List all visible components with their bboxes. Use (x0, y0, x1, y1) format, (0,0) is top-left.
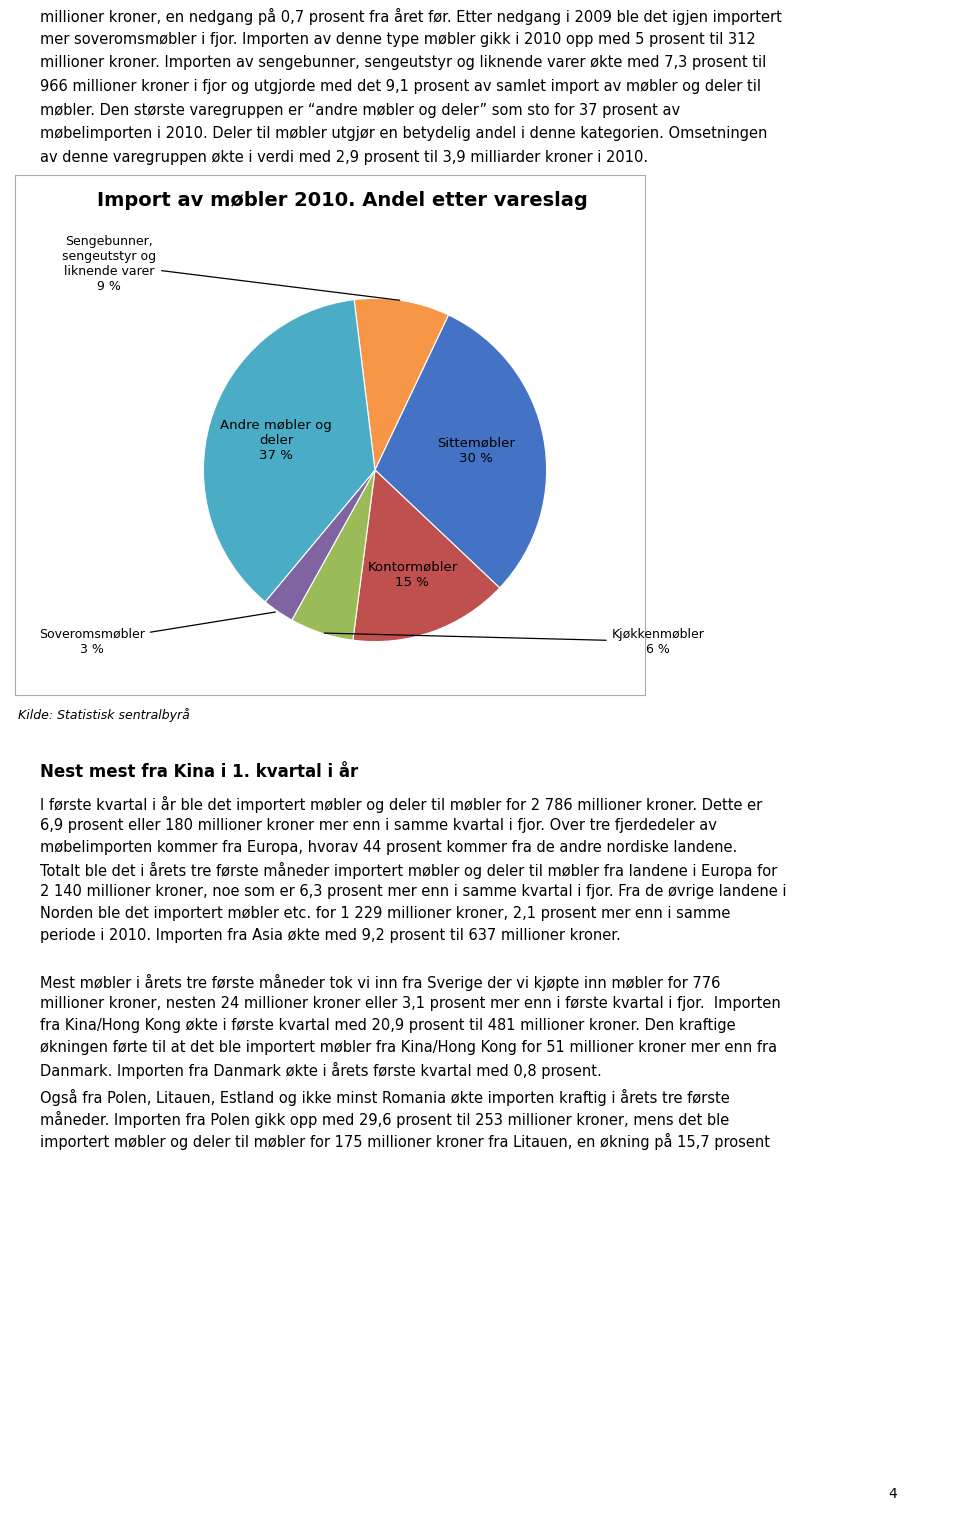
Text: Import av møbler 2010. Andel etter vareslag: Import av møbler 2010. Andel etter vares… (97, 191, 588, 209)
Text: importert møbler og deler til møbler for 175 millioner kroner fra Litauen, en øk: importert møbler og deler til møbler for… (40, 1133, 770, 1150)
Text: Sengebunner,
sengeutstyr og
liknende varer
9 %: Sengebunner, sengeutstyr og liknende var… (62, 235, 399, 300)
Text: Kjøkkenmøbler
6 %: Kjøkkenmøbler 6 % (324, 627, 705, 656)
Text: Nest mest fra Kina i 1. kvartal i år: Nest mest fra Kina i 1. kvartal i år (40, 764, 359, 782)
Text: millioner kroner, en nedgang på 0,7 prosent fra året før. Etter nedgang i 2009 b: millioner kroner, en nedgang på 0,7 pros… (40, 8, 782, 26)
Wedge shape (354, 298, 448, 470)
Text: 6,9 prosent eller 180 millioner kroner mer enn i samme kvartal i fjor. Over tre : 6,9 prosent eller 180 millioner kroner m… (40, 818, 717, 833)
Text: 966 millioner kroner i fjor og utgjorde med det 9,1 prosent av samlet import av : 966 millioner kroner i fjor og utgjorde … (40, 79, 761, 94)
Text: møbelimporten i 2010. Deler til møbler utgjør en betydelig andel i denne kategor: møbelimporten i 2010. Deler til møbler u… (40, 126, 768, 141)
Text: av denne varegruppen økte i verdi med 2,9 prosent til 3,9 milliarder kroner i 20: av denne varegruppen økte i verdi med 2,… (40, 150, 648, 165)
Text: Norden ble det importert møbler etc. for 1 229 millioner kroner, 2,1 prosent mer: Norden ble det importert møbler etc. for… (40, 906, 731, 921)
Wedge shape (375, 315, 546, 588)
Text: Totalt ble det i årets tre første måneder importert møbler og deler til møbler f: Totalt ble det i årets tre første månede… (40, 862, 778, 879)
Text: møbelimporten kommer fra Europa, hvorav 44 prosent kommer fra de andre nordiske : møbelimporten kommer fra Europa, hvorav … (40, 841, 737, 854)
Text: økningen førte til at det ble importert møbler fra Kina/Hong Kong for 51 million: økningen førte til at det ble importert … (40, 1041, 778, 1056)
Text: Sittemøbler
30 %: Sittemøbler 30 % (437, 436, 516, 465)
Text: måneder. Importen fra Polen gikk opp med 29,6 prosent til 253 millioner kroner, : måneder. Importen fra Polen gikk opp med… (40, 1112, 730, 1129)
Text: Kontormøbler
15 %: Kontormøbler 15 % (368, 561, 458, 589)
Wedge shape (265, 470, 375, 620)
Text: millioner kroner. Importen av sengebunner, sengeutstyr og liknende varer økte me: millioner kroner. Importen av sengebunne… (40, 56, 767, 70)
Text: I første kvartal i år ble det importert møbler og deler til møbler for 2 786 mil: I første kvartal i år ble det importert … (40, 795, 762, 814)
Text: mer soveromsmøbler i fjor. Importen av denne type møbler gikk i 2010 opp med 5 p: mer soveromsmøbler i fjor. Importen av d… (40, 32, 756, 47)
Text: fra Kina/Hong Kong økte i første kvartal med 20,9 prosent til 481 millioner kron: fra Kina/Hong Kong økte i første kvartal… (40, 1018, 736, 1033)
Text: 4: 4 (888, 1486, 898, 1501)
Text: Andre møbler og
deler
37 %: Andre møbler og deler 37 % (221, 420, 332, 462)
Text: Også fra Polen, Litauen, Estland og ikke minst Romania økte importen kraftig i å: Også fra Polen, Litauen, Estland og ikke… (40, 1089, 730, 1106)
Text: møbler. Den største varegruppen er “andre møbler og deler” som sto for 37 prosen: møbler. Den største varegruppen er “andr… (40, 103, 681, 118)
Text: Danmark. Importen fra Danmark økte i årets første kvartal med 0,8 prosent.: Danmark. Importen fra Danmark økte i åre… (40, 1062, 602, 1079)
Text: 2 140 millioner kroner, noe som er 6,3 prosent mer enn i samme kvartal i fjor. F: 2 140 millioner kroner, noe som er 6,3 p… (40, 885, 787, 898)
Text: periode i 2010. Importen fra Asia økte med 9,2 prosent til 637 millioner kroner.: periode i 2010. Importen fra Asia økte m… (40, 929, 621, 942)
Text: millioner kroner, nesten 24 millioner kroner eller 3,1 prosent mer enn i første : millioner kroner, nesten 24 millioner kr… (40, 997, 781, 1011)
Text: Soveromsmøbler
3 %: Soveromsmøbler 3 % (39, 612, 276, 656)
Wedge shape (204, 300, 375, 601)
Text: Mest møbler i årets tre første måneder tok vi inn fra Sverige der vi kjøpte inn : Mest møbler i årets tre første måneder t… (40, 974, 721, 991)
Wedge shape (353, 470, 500, 641)
Wedge shape (292, 470, 375, 641)
Text: Kilde: Statistisk sentralbyrå: Kilde: Statistisk sentralbyrå (18, 708, 190, 723)
